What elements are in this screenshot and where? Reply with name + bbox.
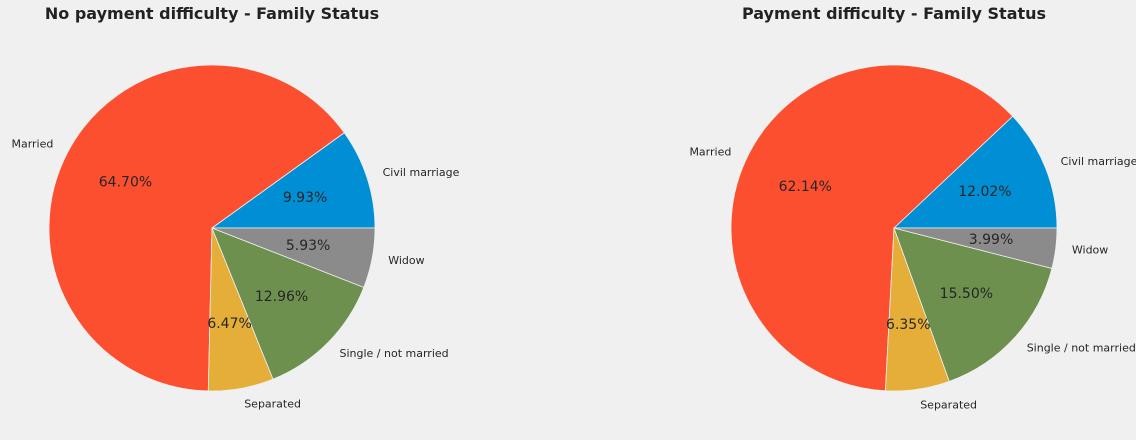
pie-wedges [48,64,376,392]
slice-label-widow: Widow [388,254,424,267]
pie-wedges [730,64,1058,392]
pie-slice-married [730,64,1014,392]
pie-labels: Civil marriage 9.93% Married 64.70% Separate… [11,137,459,410]
pie-chart-payment-difficulty: Payment difficulty - Family Status Civil… [689,4,1136,411]
slice-label-married: Married [11,137,53,150]
slice-percent-separated: 6.47% [207,316,251,332]
pie-slice-civil-marriage [210,132,376,229]
pie-chart-no-payment-difficulty: No payment difficulty - Family Status Ci… [11,4,459,410]
slice-label-separated: Separated [244,397,301,410]
pie-slice-widow [211,227,376,288]
pie-slice-single-not-married [211,227,365,380]
slice-percent-widow: 3.99% [969,232,1013,248]
slice-percent-widow: 5.93% [286,238,330,254]
slice-label-single-not-married: Single / not married [1027,342,1136,355]
pie-labels: Civil marriage 12.02% Married 62.14% Separat… [689,146,1136,412]
slice-percent-single-not-married: 12.96% [255,289,308,305]
slice-label-separated: Separated [920,398,977,411]
chart-title: Payment difficulty - Family Status [742,4,1046,23]
pie-slice-single-not-married [893,227,1053,382]
pie-slice-married [48,64,345,392]
slice-percent-single-not-married: 15.50% [940,286,993,302]
slice-label-single-not-married: Single / not married [339,347,448,360]
slice-percent-civil-marriage: 9.93% [283,190,327,206]
slice-label-married: Married [689,146,731,159]
slice-label-civil-marriage: Civil marriage [1061,155,1136,168]
slice-percent-separated: 6.35% [886,317,930,333]
slice-label-widow: Widow [1072,243,1108,256]
slice-percent-civil-marriage: 12.02% [958,184,1011,200]
slice-percent-married: 64.70% [99,174,152,190]
chart-title: No payment difficulty - Family Status [45,4,379,23]
slice-percent-married: 62.14% [779,179,832,195]
slice-label-civil-marriage: Civil marriage [383,166,460,179]
pie-slice-widow [893,227,1058,269]
pie-slice-civil-marriage [892,115,1058,229]
